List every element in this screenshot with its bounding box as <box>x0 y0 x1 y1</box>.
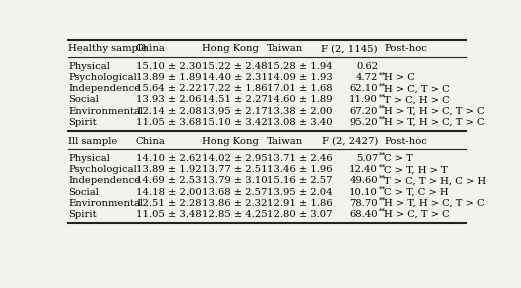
Text: T > C, T > H, C > H: T > C, T > H, C > H <box>384 177 486 185</box>
Text: 12.91 ± 1.86: 12.91 ± 1.86 <box>267 199 332 208</box>
Text: **: ** <box>378 82 386 90</box>
Text: 13.77 ± 2.51: 13.77 ± 2.51 <box>203 165 268 174</box>
Text: H > T, H > C, T > C: H > T, H > C, T > C <box>384 199 485 208</box>
Text: Taiwan: Taiwan <box>267 137 303 145</box>
Text: 13.86 ± 2.32: 13.86 ± 2.32 <box>203 199 268 208</box>
Text: Environmental: Environmental <box>68 199 143 208</box>
Text: F (2, 1145): F (2, 1145) <box>321 44 378 54</box>
Text: 15.16 ± 2.57: 15.16 ± 2.57 <box>267 177 332 185</box>
Text: 13.95 ± 2.17: 13.95 ± 2.17 <box>203 107 268 115</box>
Text: 12.80 ± 3.07: 12.80 ± 3.07 <box>267 210 332 219</box>
Text: 15.28 ± 1.94: 15.28 ± 1.94 <box>267 62 333 71</box>
Text: Physical: Physical <box>68 62 110 71</box>
Text: Environmental: Environmental <box>68 107 143 115</box>
Text: 10.10: 10.10 <box>349 187 378 196</box>
Text: 49.60: 49.60 <box>350 177 378 185</box>
Text: 11.05 ± 3.68: 11.05 ± 3.68 <box>136 118 201 127</box>
Text: H > C, T > C: H > C, T > C <box>384 84 450 93</box>
Text: Hong Kong: Hong Kong <box>203 44 259 54</box>
Text: 14.18 ± 2.00: 14.18 ± 2.00 <box>136 187 202 196</box>
Text: 0.62: 0.62 <box>356 62 378 71</box>
Text: Taiwan: Taiwan <box>267 44 303 54</box>
Text: 14.09 ± 1.93: 14.09 ± 1.93 <box>267 73 333 82</box>
Text: 13.93 ± 2.06: 13.93 ± 2.06 <box>136 96 201 105</box>
Text: 15.64 ± 2.22: 15.64 ± 2.22 <box>136 84 201 93</box>
Text: H > C, T > C: H > C, T > C <box>384 210 450 219</box>
Text: 15.22 ± 2.48: 15.22 ± 2.48 <box>203 62 268 71</box>
Text: **: ** <box>378 71 386 79</box>
Text: 67.20: 67.20 <box>350 107 378 115</box>
Text: Independence: Independence <box>68 177 141 185</box>
Text: **: ** <box>378 163 386 171</box>
Text: Social: Social <box>68 187 99 196</box>
Text: 13.89 ± 1.92: 13.89 ± 1.92 <box>136 165 202 174</box>
Text: 13.08 ± 3.40: 13.08 ± 3.40 <box>267 118 332 127</box>
Text: H > T, H > C, T > C: H > T, H > C, T > C <box>384 107 485 115</box>
Text: F (2, 2427): F (2, 2427) <box>321 137 378 145</box>
Text: Psychological: Psychological <box>68 73 137 82</box>
Text: Post-hoc: Post-hoc <box>384 137 427 145</box>
Text: Independence: Independence <box>68 84 141 93</box>
Text: 15.10 ± 2.30: 15.10 ± 2.30 <box>136 62 202 71</box>
Text: Ill sample: Ill sample <box>68 137 118 145</box>
Text: China: China <box>136 137 166 145</box>
Text: China: China <box>136 44 166 54</box>
Text: **: ** <box>378 152 386 160</box>
Text: 95.20: 95.20 <box>350 118 378 127</box>
Text: C > T, C > H: C > T, C > H <box>384 187 449 196</box>
Text: 78.70: 78.70 <box>350 199 378 208</box>
Text: 14.02 ± 2.95: 14.02 ± 2.95 <box>203 154 268 163</box>
Text: 13.95 ± 2.04: 13.95 ± 2.04 <box>267 187 332 196</box>
Text: Social: Social <box>68 96 99 105</box>
Text: 13.71 ± 2.46: 13.71 ± 2.46 <box>267 154 332 163</box>
Text: 12.14 ± 2.08: 12.14 ± 2.08 <box>136 107 202 115</box>
Text: Spirit: Spirit <box>68 210 97 219</box>
Text: **: ** <box>378 196 386 204</box>
Text: **: ** <box>378 208 386 215</box>
Text: H > T, H > C, T > C: H > T, H > C, T > C <box>384 118 485 127</box>
Text: **: ** <box>378 105 386 112</box>
Text: 14.69 ± 2.53: 14.69 ± 2.53 <box>136 177 201 185</box>
Text: C > T: C > T <box>384 154 413 163</box>
Text: 12.40: 12.40 <box>349 165 378 174</box>
Text: 14.60 ± 1.89: 14.60 ± 1.89 <box>267 96 332 105</box>
Text: **: ** <box>378 115 386 124</box>
Text: 68.40: 68.40 <box>350 210 378 219</box>
Text: 13.68 ± 2.57: 13.68 ± 2.57 <box>203 187 268 196</box>
Text: 14.40 ± 2.31: 14.40 ± 2.31 <box>203 73 268 82</box>
Text: 17.01 ± 1.68: 17.01 ± 1.68 <box>267 84 332 93</box>
Text: T > C, H > C: T > C, H > C <box>384 96 450 105</box>
Text: **: ** <box>378 93 386 101</box>
Text: 11.90: 11.90 <box>349 96 378 105</box>
Text: 15.10 ± 3.42: 15.10 ± 3.42 <box>203 118 268 127</box>
Text: 11.05 ± 3.48: 11.05 ± 3.48 <box>136 210 202 219</box>
Text: 13.89 ± 1.89: 13.89 ± 1.89 <box>136 73 202 82</box>
Text: Physical: Physical <box>68 154 110 163</box>
Text: Healthy sample: Healthy sample <box>68 44 147 54</box>
Text: C > T, H > T: C > T, H > T <box>384 165 448 174</box>
Text: H > C: H > C <box>384 73 415 82</box>
Text: 13.38 ± 2.00: 13.38 ± 2.00 <box>267 107 332 115</box>
Text: Hong Kong: Hong Kong <box>203 137 259 145</box>
Text: Spirit: Spirit <box>68 118 97 127</box>
Text: 5.07: 5.07 <box>356 154 378 163</box>
Text: Psychological: Psychological <box>68 165 137 174</box>
Text: Post-hoc: Post-hoc <box>384 44 427 54</box>
Text: **: ** <box>378 185 386 193</box>
Text: 12.85 ± 4.25: 12.85 ± 4.25 <box>203 210 268 219</box>
Text: 14.10 ± 2.62: 14.10 ± 2.62 <box>136 154 202 163</box>
Text: 17.22 ± 1.86: 17.22 ± 1.86 <box>203 84 268 93</box>
Text: 62.10: 62.10 <box>350 84 378 93</box>
Text: 13.79 ± 3.10: 13.79 ± 3.10 <box>203 177 268 185</box>
Text: 14.51 ± 2.27: 14.51 ± 2.27 <box>203 96 268 105</box>
Text: 4.72: 4.72 <box>356 73 378 82</box>
Text: 12.51 ± 2.28: 12.51 ± 2.28 <box>136 199 202 208</box>
Text: 13.46 ± 1.96: 13.46 ± 1.96 <box>267 165 332 174</box>
Text: **: ** <box>378 174 386 182</box>
